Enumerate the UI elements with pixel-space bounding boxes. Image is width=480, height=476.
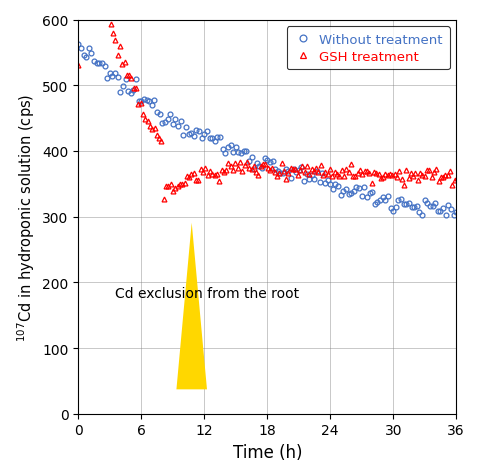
Text: Cd exclusion from the root: Cd exclusion from the root [115, 286, 299, 300]
Without treatment [361, 184, 367, 190]
GSH treatment [121, 60, 127, 66]
GSH treatment [336, 174, 342, 180]
GSH treatment [218, 168, 224, 174]
Without treatment [75, 42, 81, 48]
Line: GSH treatment: GSH treatment [76, 0, 459, 202]
Without treatment [451, 213, 456, 218]
Without treatment [94, 60, 99, 66]
GSH treatment [161, 197, 167, 202]
GSH treatment [373, 170, 379, 176]
Without treatment [372, 201, 378, 207]
Without treatment [78, 46, 84, 52]
Line: Without treatment: Without treatment [76, 43, 458, 218]
Without treatment [293, 170, 299, 176]
X-axis label: Time (h): Time (h) [232, 443, 302, 461]
GSH treatment [115, 52, 120, 58]
GSH treatment [454, 176, 460, 182]
Y-axis label: $^{107}$Cd in hydroponic solution (cps): $^{107}$Cd in hydroponic solution (cps) [15, 93, 36, 341]
GSH treatment [75, 63, 81, 69]
Without treatment [427, 204, 433, 209]
Legend: Without treatment, GSH treatment: Without treatment, GSH treatment [287, 27, 450, 70]
Without treatment [453, 209, 459, 215]
